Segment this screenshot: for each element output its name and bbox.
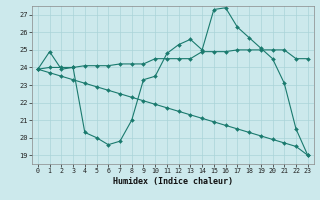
X-axis label: Humidex (Indice chaleur): Humidex (Indice chaleur) (113, 177, 233, 186)
